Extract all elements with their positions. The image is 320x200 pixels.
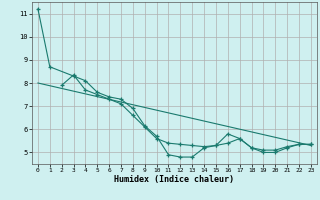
X-axis label: Humidex (Indice chaleur): Humidex (Indice chaleur)	[115, 175, 234, 184]
